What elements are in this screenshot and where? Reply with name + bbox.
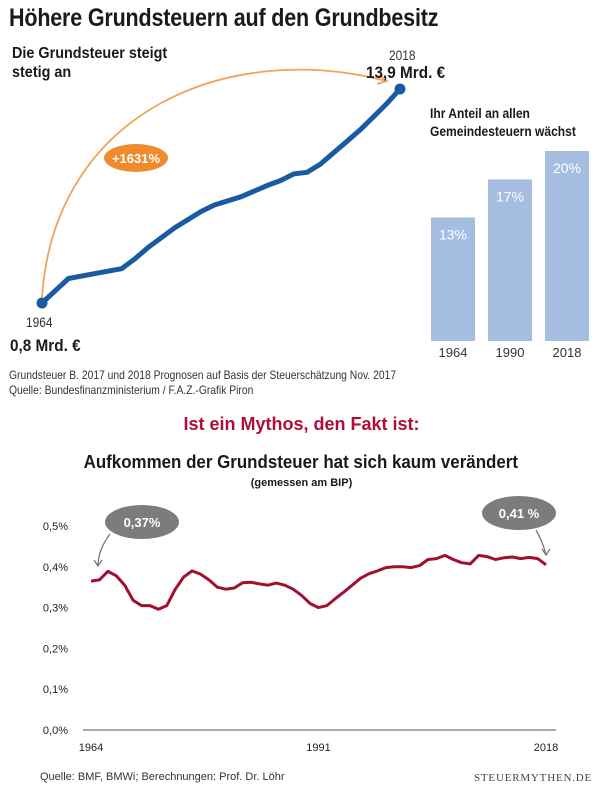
bar-value-label: 20% — [553, 160, 581, 176]
callout-arrow — [97, 533, 111, 567]
callout-bubble — [482, 496, 556, 530]
bar — [431, 217, 475, 341]
start-value-label: 0,8 Mrd. € — [10, 336, 81, 355]
y-tick-label: 0,2% — [43, 643, 68, 655]
end-value-label: 13,9 Mrd. € — [366, 63, 446, 82]
line-chart-title: Die Grundsteuer steigt stetig an — [12, 45, 168, 81]
callout-label: 0,37% — [124, 515, 161, 530]
x-tick-label: 1964 — [79, 742, 103, 754]
bottom-chart-title: Aufkommen der Grundsteuer hat sich kaum … — [83, 452, 518, 472]
callout-label: 0,41 % — [499, 506, 540, 521]
bar-category-label: 1964 — [439, 345, 468, 360]
source-note: Grundsteuer B. 2017 und 2018 Prognosen a… — [9, 368, 397, 397]
growth-arrow-head — [376, 74, 389, 85]
callout-arrow-head — [541, 548, 551, 557]
y-tick-label: 0,0% — [43, 725, 68, 737]
end-point-marker — [394, 83, 406, 95]
callout-arrow — [535, 529, 547, 556]
page-title: Höhere Grundsteuern auf den Grundbesitz — [9, 4, 439, 32]
y-tick-label: 0,1% — [43, 684, 68, 696]
x-tick-label: 1991 — [306, 742, 330, 754]
start-point-marker — [36, 297, 48, 309]
bar — [545, 151, 589, 341]
y-tick-label: 0,3% — [43, 603, 68, 615]
bar-value-label: 17% — [496, 189, 524, 205]
bar-chart-title: Ihr Anteil an allen Gemeindesteuern wäch… — [430, 105, 576, 139]
footer-source: Quelle: BMF, BMWi; Berechnungen: Prof. D… — [40, 771, 285, 783]
y-tick-label: 0,4% — [43, 562, 68, 574]
y-tick-label: 0,5% — [43, 521, 68, 533]
callout-bubble — [105, 505, 179, 539]
bar-category-label: 2018 — [553, 345, 582, 360]
brand-main: STEUERMYTHEN — [474, 772, 573, 784]
series-line — [90, 553, 547, 611]
growth-arrow — [41, 68, 387, 298]
growth-badge — [104, 144, 168, 172]
end-year-label: 2018 — [389, 47, 416, 63]
bottom-chart-subtitle: (gemessen am BIP) — [250, 477, 353, 489]
bar — [488, 179, 532, 341]
growth-badge-label: +1631% — [112, 151, 161, 166]
brand-tld: DE — [575, 772, 593, 784]
brand-dot: . — [572, 772, 576, 784]
myth-heading: Ist ein Mythos, den Fakt ist: — [183, 414, 420, 434]
callout-arrow-head — [93, 559, 103, 568]
brand-logo: STEUERMYTHEN.DE — [474, 772, 592, 784]
top-line-chart: +1631% 13% 1964 17% 1990 20% 2018 — [36, 68, 589, 360]
x-tick-label: 2018 — [534, 742, 558, 754]
start-year-label: 1964 — [26, 314, 53, 330]
bar-value-label: 13% — [439, 227, 467, 243]
bar-category-label: 1990 — [496, 345, 525, 360]
